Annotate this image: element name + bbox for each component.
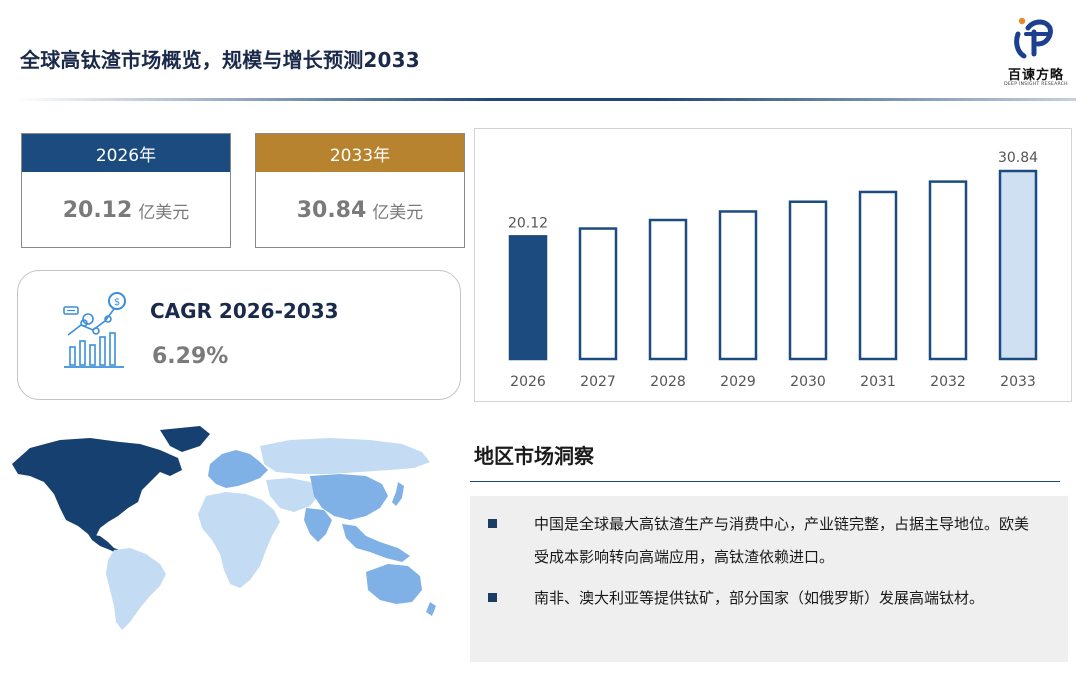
insight-text: 中国是全球最大高钛渣生产与消费中心，产业链完整，占据主导地位。欧美受成本影响转向… bbox=[534, 515, 1030, 566]
map-north-america bbox=[12, 438, 182, 536]
map-greenland bbox=[160, 426, 210, 452]
world-map-svg bbox=[12, 426, 436, 630]
logo-mark-icon bbox=[1014, 17, 1053, 59]
logo-text: 百谏方略 bbox=[1007, 68, 1064, 83]
growth-chart-icon: $ bbox=[63, 292, 126, 368]
svg-text:$: $ bbox=[114, 297, 120, 308]
insight-panel: 中国是全球最大高钛渣生产与消费中心，产业链完整，占据主导地位。欧美受成本影响转向… bbox=[470, 496, 1068, 662]
list-item: 南非、澳大利亚等提供钛矿，部分国家（如俄罗斯）发展高端钛材。 bbox=[488, 582, 1048, 615]
data-label: 30.84 bbox=[998, 150, 1038, 166]
map-india bbox=[304, 508, 332, 542]
stat-year: 2026年 bbox=[22, 134, 230, 172]
bar-2027 bbox=[578, 227, 618, 361]
x-tick-label: 2032 bbox=[930, 374, 966, 390]
bar-2031 bbox=[858, 190, 898, 361]
map-southeast-asia bbox=[342, 524, 410, 562]
data-label: 20.12 bbox=[508, 215, 548, 231]
stat-unit: 亿美元 bbox=[138, 203, 190, 223]
stat-unit: 亿美元 bbox=[372, 203, 424, 223]
map-africa bbox=[198, 492, 280, 588]
x-tick-label: 2031 bbox=[860, 374, 896, 390]
x-tick-label: 2033 bbox=[1000, 374, 1036, 390]
map-new-zealand bbox=[426, 602, 436, 616]
map-south-america bbox=[106, 548, 166, 630]
map-russia bbox=[260, 438, 430, 474]
page-title: 全球高钛渣市场概览，规模与增长预测2033 bbox=[20, 48, 420, 72]
bar-2028 bbox=[648, 218, 688, 361]
map-china bbox=[310, 474, 388, 520]
bar-2026 bbox=[508, 235, 548, 361]
cagr-card: $ CAGR 2026-2033 6.29% bbox=[17, 270, 461, 400]
region-divider bbox=[470, 481, 1060, 482]
map-central-america bbox=[88, 534, 120, 554]
x-tick-label: 2027 bbox=[580, 374, 616, 390]
logo-subtitle: DEEP INSIGHT RESEARCH bbox=[1004, 82, 1068, 87]
map-australia bbox=[366, 564, 422, 604]
stat-value: 20.12 bbox=[62, 198, 133, 223]
x-tick-label: 2028 bbox=[650, 374, 686, 390]
bar-chart: 2026 20.12 2027 2028 2029 2030 2031 2032 2033 30.… bbox=[474, 128, 1072, 402]
header-divider bbox=[16, 98, 1076, 101]
stat-year: 2033年 bbox=[256, 134, 464, 172]
stat-value: 30.84 bbox=[296, 198, 367, 223]
x-tick-label: 2030 bbox=[790, 374, 826, 390]
insight-text: 南非、澳大利亚等提供钛矿，部分国家（如俄罗斯）发展高端钛材。 bbox=[534, 589, 985, 607]
map-europe bbox=[208, 450, 268, 488]
bullet-icon bbox=[488, 519, 497, 528]
bar-2030 bbox=[788, 200, 828, 361]
bar-2029 bbox=[718, 210, 758, 361]
x-tick-label: 2026 bbox=[510, 374, 546, 390]
map-middle-east bbox=[266, 478, 320, 512]
stat-card-2033: 2033年 30.84 亿美元 bbox=[255, 133, 465, 248]
stat-card-2026: 2026年 20.12 亿美元 bbox=[21, 133, 231, 248]
bullet-icon bbox=[488, 593, 497, 602]
world-map bbox=[10, 424, 440, 636]
bar-2033 bbox=[998, 169, 1038, 361]
region-title: 地区市场洞察 bbox=[474, 444, 594, 468]
map-japan bbox=[392, 482, 404, 506]
list-item: 中国是全球最大高钛渣生产与消费中心，产业链完整，占据主导地位。欧美受成本影响转向… bbox=[488, 508, 1048, 574]
x-tick-label: 2029 bbox=[720, 374, 756, 390]
cagr-value: 6.29% bbox=[152, 344, 229, 369]
bar-chart-svg: 2026 20.12 2027 2028 2029 2030 2031 2032 2033 30.… bbox=[508, 150, 1038, 390]
cagr-label: CAGR 2026-2033 bbox=[150, 299, 339, 323]
bar-2032 bbox=[928, 180, 968, 361]
logo: 百谏方略 DEEP INSIGHT RESEARCH bbox=[996, 12, 1076, 92]
